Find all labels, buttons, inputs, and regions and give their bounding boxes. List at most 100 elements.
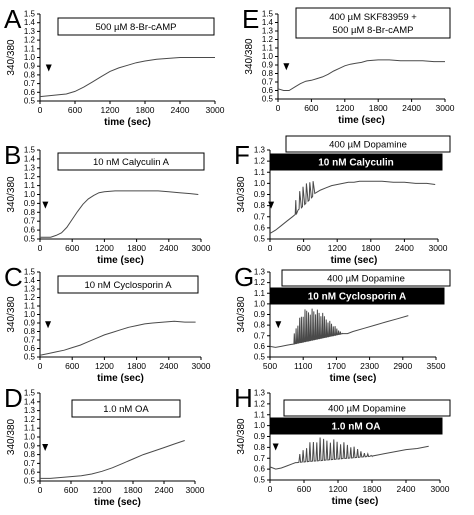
y-tick-label: 0.5 xyxy=(262,95,274,104)
x-tick-label: 3000 xyxy=(436,103,455,113)
y-tick-label: 1.3 xyxy=(254,389,266,398)
y-tick-label: 0.7 xyxy=(254,331,266,340)
x-tick-label: 3000 xyxy=(429,243,448,253)
y-tick-label: 0.9 xyxy=(254,432,266,441)
x-tick-label: 1100 xyxy=(294,361,313,371)
treatment-label-text: 1.0 nM OA xyxy=(332,422,381,433)
y-tick-label: 1.2 xyxy=(24,293,36,302)
x-axis-label: time (sec) xyxy=(94,497,141,508)
y-tick-label: 1.4 xyxy=(24,397,36,406)
panel-letter: B xyxy=(4,140,21,170)
y-axis-label: 340/380 xyxy=(6,39,17,76)
y-axis-label: 340/380 xyxy=(6,418,17,455)
x-tick-label: 0 xyxy=(38,361,43,371)
y-tick-label: 1.1 xyxy=(24,302,36,311)
panel-letter: C xyxy=(4,262,23,292)
y-tick-label: 0.8 xyxy=(24,327,36,336)
treatment-label xyxy=(285,135,451,153)
y-tick-label: 1.4 xyxy=(24,154,36,163)
x-tick-label: 1800 xyxy=(124,485,143,495)
x-tick-label: 2400 xyxy=(159,361,178,371)
y-tick-label: 1.3 xyxy=(262,27,274,36)
y-tick-label: 1.0 xyxy=(24,310,36,319)
treatment-label-text: 400 µM Dopamine xyxy=(329,140,407,151)
x-tick-label: 0 xyxy=(268,484,273,494)
x-tick-label: 1200 xyxy=(95,243,114,253)
series-trace xyxy=(277,59,445,91)
x-axis-label: time (sec) xyxy=(97,373,144,384)
panel-D: D 0.50.60.70.80.91.01.11.21.31.41.5 0 600 12… xyxy=(4,383,205,508)
x-tick-label: 600 xyxy=(65,361,79,371)
y-tick-label: 0.6 xyxy=(24,344,36,353)
treatment-label xyxy=(283,399,451,417)
x-tick-label: 1700 xyxy=(327,361,346,371)
panel-H: H 0.5 0.6 0.7 0.8 0.9 1.0 1.1 1.21.3 0 600 1200 1800… xyxy=(234,383,451,507)
x-tick-label: 3000 xyxy=(192,361,211,371)
y-tick-label: 1.3 xyxy=(24,27,36,36)
panel-F: F 0.5 0.6 0.7 0.8 0.9 1.0 1.1 1.2 1.3 0 600 1200 1800… xyxy=(234,135,451,266)
x-tick-label: 2400 xyxy=(155,485,174,495)
series-trace xyxy=(39,320,196,356)
x-axis-label: time (sec) xyxy=(97,255,144,266)
y-tick-label: 0.7 xyxy=(254,454,266,463)
y-tick-label: 0.9 xyxy=(24,62,36,71)
x-tick-label: 2400 xyxy=(402,103,421,113)
x-tick-label: 600 xyxy=(65,243,79,253)
y-tick-label: 1.2 xyxy=(254,278,266,287)
y-tick-label: 0.6 xyxy=(254,342,266,351)
y-tick-label: 1.5 xyxy=(24,389,36,398)
y-tick-label: 1.5 xyxy=(24,146,36,155)
series-trace xyxy=(269,308,409,348)
treatment-label-text: 10 nM Calyculin xyxy=(318,158,394,169)
x-tick-label: 2400 xyxy=(395,243,414,253)
x-tick-label: 1800 xyxy=(369,103,388,113)
y-tick-label: 1.1 xyxy=(254,289,266,298)
y-tick-label: 0.5 xyxy=(254,235,266,244)
x-tick-label: 0 xyxy=(268,243,273,253)
arrowhead-icon xyxy=(283,63,290,71)
y-tick-label: 0.6 xyxy=(24,88,36,97)
y-tick-label: 0.7 xyxy=(24,336,36,345)
y-tick-label: 0.6 xyxy=(254,465,266,474)
x-tick-label: 1200 xyxy=(101,105,120,115)
y-tick-label: 1.5 xyxy=(262,10,274,19)
y-tick-label: 1.0 xyxy=(24,433,36,442)
y-tick-label: 0.5 xyxy=(24,97,36,106)
x-axis-label: time (sec) xyxy=(104,117,151,128)
treatment-label-text: 10 nM Calyculin A xyxy=(93,157,170,168)
y-tick-label: 1.1 xyxy=(24,44,36,53)
y-tick-label: 1.4 xyxy=(24,276,36,285)
x-tick-label: 1200 xyxy=(95,361,114,371)
panel-letter: A xyxy=(4,4,22,34)
x-tick-label: 2300 xyxy=(360,361,379,371)
series-trace xyxy=(269,180,436,234)
series-trace xyxy=(269,437,429,470)
x-tick-label: 2400 xyxy=(397,484,416,494)
arrowhead-icon xyxy=(45,64,52,72)
treatment-label-text: 400 µM Dopamine xyxy=(328,404,406,415)
x-tick-label: 3000 xyxy=(186,485,205,495)
y-tick-label: 0.8 xyxy=(24,70,36,79)
x-tick-label: 2400 xyxy=(159,243,178,253)
x-tick-label: 600 xyxy=(68,105,82,115)
y-tick-label: 0.7 xyxy=(254,212,266,221)
treatment-label xyxy=(71,399,181,418)
arrowhead-icon xyxy=(275,321,282,329)
y-tick-label: 1.4 xyxy=(24,18,36,27)
y-tick-label: 1.1 xyxy=(262,44,274,53)
y-axis-label: 340/380 xyxy=(6,176,17,213)
y-tick-label: 0.5 xyxy=(254,476,266,485)
y-axis-label: 340/380 xyxy=(244,38,255,75)
treatment-label xyxy=(281,269,451,287)
x-tick-label: 500 xyxy=(263,361,277,371)
y-tick-label: 0.6 xyxy=(254,223,266,232)
y-tick-label: 1.2 xyxy=(24,415,36,424)
y-axis-label: 340/380 xyxy=(6,296,17,333)
x-tick-label: 0 xyxy=(38,485,43,495)
x-tick-label: 1200 xyxy=(335,103,354,113)
y-tick-label: 1.0 xyxy=(254,421,266,430)
y-tick-label: 0.9 xyxy=(24,199,36,208)
y-tick-label: 1.0 xyxy=(254,179,266,188)
arrowhead-icon xyxy=(42,201,49,209)
